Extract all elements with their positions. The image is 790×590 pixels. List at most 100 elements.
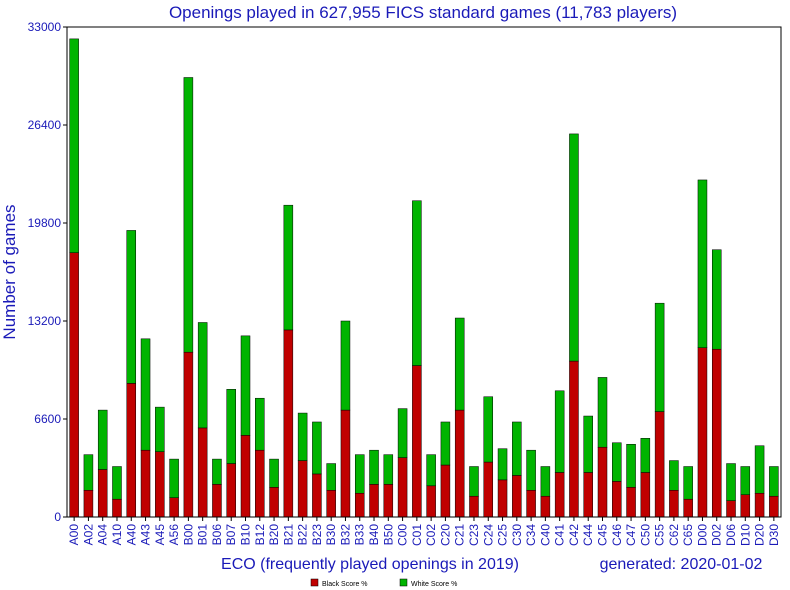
generated-date: generated: 2020-01-02: [600, 556, 763, 573]
y-axis-label: Number of games: [0, 204, 19, 339]
x-tick-label-C62: C62: [667, 524, 681, 546]
bar-white-C65: [683, 466, 693, 500]
bar-white-B20: [269, 458, 279, 488]
bar-white-C62: [669, 460, 679, 491]
x-tick-label-D00: D00: [695, 524, 709, 546]
bar-white-C20: [440, 421, 451, 466]
bar-white-B01: [197, 322, 208, 429]
bar-black-A10: [112, 498, 122, 518]
bar-black-C47: [626, 487, 636, 518]
chart-title: Openings played in 627,955 FICS standard…: [169, 3, 677, 22]
bar-black-A00: [69, 252, 79, 518]
bar-white-C42: [569, 133, 579, 362]
bar-black-B06: [212, 484, 222, 518]
bar-black-C20: [440, 464, 451, 518]
x-tick-label-C30: C30: [510, 524, 524, 546]
x-tick-label-B22: B22: [296, 524, 310, 546]
bar-white-C23: [469, 466, 479, 497]
bar-black-A40: [126, 383, 137, 518]
bar-black-C42: [569, 360, 579, 518]
y-tick-label-26400: 26400: [28, 118, 62, 132]
bar-white-C55: [654, 302, 665, 412]
y-tick-label-19800: 19800: [28, 216, 62, 230]
x-tick-label-B21: B21: [281, 524, 295, 546]
bar-black-A04: [97, 469, 108, 518]
x-tick-label-D10: D10: [738, 524, 752, 546]
x-tick-label-A02: A02: [81, 524, 95, 546]
bar-white-D20: [754, 445, 765, 494]
bar-black-C24: [483, 461, 494, 518]
bar-white-C30: [512, 421, 522, 476]
y-tick-label-13200: 13200: [28, 314, 62, 328]
x-tick-label-B01: B01: [196, 524, 210, 546]
bar-black-C50: [640, 472, 651, 518]
bar-white-C25: [497, 448, 508, 481]
bar-white-C00: [397, 408, 408, 458]
bar-white-B33: [354, 454, 365, 494]
bar-white-A02: [83, 454, 94, 491]
bar-black-B07: [226, 463, 236, 518]
x-tick-label-B06: B06: [210, 524, 224, 546]
bar-white-D06: [726, 463, 736, 501]
x-tick-label-B00: B00: [181, 524, 195, 546]
bar-white-A10: [112, 466, 122, 500]
bar-white-B21: [283, 204, 294, 331]
x-tick-label-C45: C45: [596, 524, 610, 546]
bar-black-B23: [312, 473, 322, 518]
bar-black-C41: [554, 472, 565, 518]
bar-white-B30: [326, 463, 336, 491]
bar-black-B33: [354, 492, 365, 518]
bar-black-C44: [583, 472, 593, 518]
bar-white-B06: [212, 458, 222, 485]
x-tick-label-D20: D20: [753, 524, 767, 546]
x-tick-label-B10: B10: [239, 524, 253, 546]
x-tick-label-C41: C41: [553, 524, 567, 546]
bar-black-B10: [240, 435, 251, 518]
x-tick-label-A45: A45: [153, 524, 167, 546]
y-tick-label-33000: 33000: [28, 20, 62, 34]
x-tick-label-B07: B07: [224, 524, 238, 546]
bar-black-C62: [669, 490, 679, 518]
bar-white-D00: [697, 179, 708, 348]
bar-white-B10: [240, 335, 251, 436]
x-tick-label-C21: C21: [453, 524, 467, 546]
x-tick-label-C24: C24: [481, 524, 495, 546]
bar-white-B00: [183, 77, 194, 353]
bar-white-A40: [126, 230, 137, 384]
x-tick-label-D06: D06: [724, 524, 738, 546]
bar-black-C30: [512, 475, 522, 518]
bar-white-D10: [740, 466, 751, 495]
bar-black-B00: [183, 351, 194, 518]
x-tick-label-C00: C00: [396, 524, 410, 546]
bar-black-C45: [597, 446, 608, 518]
x-tick-label-A04: A04: [96, 524, 110, 546]
x-tick-label-B50: B50: [381, 524, 395, 546]
x-tick-label-A10: A10: [110, 524, 124, 546]
x-tick-label-C23: C23: [467, 524, 481, 546]
bar-black-B22: [297, 460, 308, 518]
bar-black-C65: [683, 498, 693, 518]
bar-white-C01: [412, 200, 422, 366]
x-tick-label-B30: B30: [324, 524, 338, 546]
bar-black-A02: [83, 490, 94, 518]
bar-white-C40: [540, 466, 551, 497]
bar-black-A56: [169, 497, 179, 518]
bar-black-A43: [140, 449, 151, 518]
bar-black-D10: [740, 494, 751, 518]
bar-white-C45: [597, 377, 608, 448]
x-tick-label-C65: C65: [681, 524, 695, 546]
bar-white-A56: [169, 458, 179, 498]
bar-black-C55: [654, 411, 665, 518]
bar-black-D06: [726, 500, 736, 518]
plot-frame: [66, 26, 782, 518]
bar-black-C01: [412, 365, 422, 518]
bar-white-D02: [711, 249, 722, 350]
bar-black-C40: [540, 495, 551, 518]
x-tick-label-D02: D02: [710, 524, 724, 546]
x-tick-label-B33: B33: [353, 524, 367, 546]
bar-black-B30: [326, 490, 336, 518]
bar-black-B50: [383, 484, 394, 518]
x-tick-label-C47: C47: [624, 524, 638, 546]
x-tick-label-B20: B20: [267, 524, 281, 546]
bar-black-C02: [426, 485, 436, 518]
